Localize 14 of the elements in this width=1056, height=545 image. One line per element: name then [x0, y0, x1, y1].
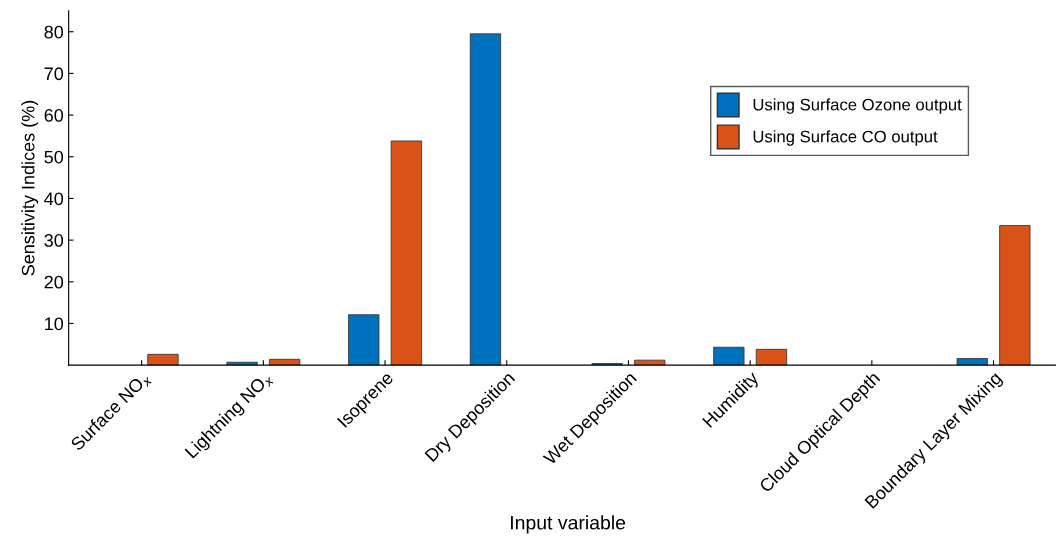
legend-label: Using Surface Ozone output	[753, 98, 962, 114]
y-axis-title: Sensitivity Indices (%)	[21, 100, 39, 276]
legend-label: Using Surface CO output	[753, 130, 938, 146]
y-tick-label: 10	[45, 317, 64, 331]
y-tick-label: 80	[44, 25, 64, 39]
y-tick-label: 30	[44, 234, 64, 247]
y-tick-label: 40	[44, 192, 64, 206]
y-tick-label: 60	[44, 109, 64, 122]
x-tick-label: Lightning NO$_{x}$	[184, 370, 275, 462]
y-tick-label: 20	[44, 275, 64, 289]
y-tick-label: 70	[44, 67, 64, 81]
y-tick-label: 50	[44, 150, 64, 164]
x-tick-label: Surface NO$_{x}$	[69, 370, 153, 454]
x-axis-title: Input variable	[511, 515, 626, 534]
